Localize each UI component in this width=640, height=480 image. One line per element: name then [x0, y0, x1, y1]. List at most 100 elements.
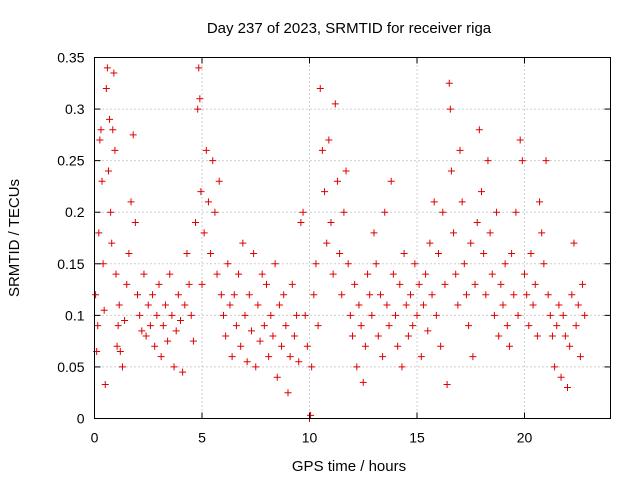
data-point — [462, 291, 470, 299]
data-point — [131, 219, 139, 227]
x-tick-label: 5 — [198, 430, 206, 446]
data-point — [241, 311, 249, 319]
data-point — [454, 301, 462, 309]
data-point — [299, 208, 307, 216]
data-point — [213, 270, 221, 278]
data-point — [284, 389, 292, 397]
data-point — [561, 332, 569, 340]
data-point — [164, 337, 172, 345]
data-point — [123, 280, 131, 288]
data-point — [104, 167, 112, 175]
data-point — [101, 380, 109, 388]
data-point — [197, 188, 205, 196]
data-point — [196, 95, 204, 103]
x-tick-label: 15 — [409, 430, 425, 446]
data-point — [146, 322, 154, 330]
data-point — [265, 353, 273, 361]
data-point — [144, 301, 152, 309]
data-point — [533, 332, 541, 340]
data-point — [359, 378, 367, 386]
data-point — [422, 270, 430, 278]
data-point — [224, 260, 232, 268]
data-point — [195, 64, 203, 72]
data-point — [452, 270, 460, 278]
data-point — [96, 136, 104, 144]
data-point — [349, 332, 356, 340]
data-point — [361, 342, 369, 350]
data-point — [260, 322, 268, 330]
data-point — [471, 280, 479, 288]
data-point — [525, 322, 533, 330]
data-point — [480, 249, 488, 257]
data-point — [404, 332, 412, 340]
data-point — [392, 311, 399, 319]
data-point — [172, 327, 180, 335]
data-point — [435, 249, 442, 257]
data-point — [488, 270, 496, 278]
data-point — [157, 353, 165, 361]
data-point — [239, 239, 247, 247]
data-point — [115, 301, 123, 309]
data-point — [183, 249, 191, 257]
data-point — [254, 301, 262, 309]
data-point — [297, 219, 305, 227]
data-point — [368, 311, 376, 319]
data-point — [351, 280, 359, 288]
data-point — [424, 327, 432, 335]
data-point — [372, 260, 380, 268]
data-point — [493, 208, 501, 216]
data-point — [142, 332, 150, 340]
data-point — [198, 280, 206, 288]
data-point — [290, 332, 298, 340]
data-point — [553, 322, 561, 330]
data-point — [579, 280, 587, 288]
data-point — [529, 301, 537, 309]
data-point — [127, 198, 135, 206]
y-tick-label: 0.1 — [65, 307, 85, 323]
data-point — [187, 311, 195, 319]
data-point — [415, 280, 423, 288]
data-point — [202, 146, 210, 154]
data-point — [467, 239, 475, 247]
chart-title: Day 237 of 2023, SRMTID for receiver rig… — [207, 20, 492, 37]
data-point — [572, 322, 580, 330]
data-point — [267, 311, 275, 319]
data-point — [209, 157, 217, 165]
data-point — [159, 322, 167, 330]
data-point — [250, 249, 258, 257]
y-axis-label: SRMTID / TECUs — [6, 179, 23, 297]
data-point — [508, 249, 516, 257]
data-point — [166, 270, 174, 278]
data-point — [437, 342, 445, 350]
data-point — [149, 291, 157, 299]
data-point — [94, 322, 102, 330]
data-point — [226, 301, 234, 309]
data-point — [432, 311, 440, 319]
data-point — [177, 317, 184, 325]
y-tick-label: 0.3 — [65, 101, 85, 117]
data-point — [278, 342, 286, 350]
y-tick-label: 0.2 — [65, 204, 85, 220]
data-point — [316, 84, 324, 92]
data-point — [473, 219, 481, 227]
data-point — [518, 157, 526, 165]
data-point — [200, 229, 208, 237]
data-point — [512, 208, 520, 216]
data-point — [151, 342, 159, 350]
data-point — [140, 270, 148, 278]
data-point — [228, 353, 236, 361]
axis-ticks — [94, 57, 611, 419]
data-point — [460, 260, 468, 268]
x-tick-labels: 0 5 10 15 20 — [91, 430, 533, 446]
data-point — [383, 301, 391, 309]
data-point — [109, 126, 117, 134]
data-point — [129, 131, 137, 139]
data-point — [220, 311, 227, 319]
data-point — [252, 363, 260, 371]
data-point — [478, 188, 485, 196]
data-point — [475, 126, 483, 134]
x-axis-label: GPS time / hours — [292, 458, 406, 475]
data-point — [499, 301, 507, 309]
data-point — [275, 301, 283, 309]
